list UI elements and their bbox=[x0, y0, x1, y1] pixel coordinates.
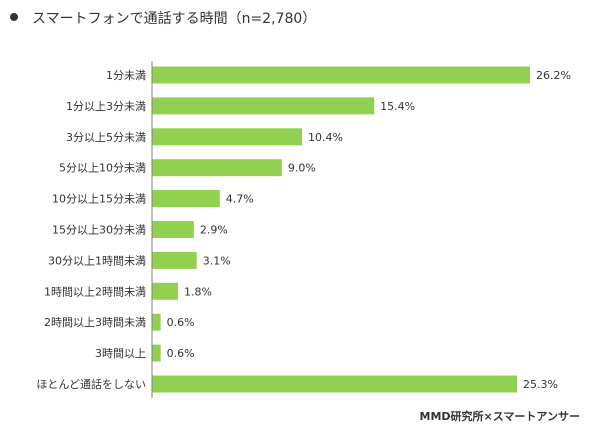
data-label: 2.9% bbox=[200, 224, 228, 237]
bar bbox=[152, 251, 197, 269]
bar bbox=[152, 344, 161, 362]
category-label: 2時間以上3時間未満 bbox=[44, 316, 146, 329]
category-label: 1分未満 bbox=[106, 69, 146, 82]
category-label: 15分以上30分未満 bbox=[52, 224, 146, 237]
data-label: 10.4% bbox=[308, 131, 343, 144]
data-label: 15.4% bbox=[380, 100, 415, 113]
data-label: 4.7% bbox=[226, 193, 254, 206]
category-label: 3時間以上 bbox=[95, 347, 146, 360]
bar bbox=[152, 66, 530, 84]
data-label: 25.3% bbox=[523, 378, 558, 391]
category-label: ほとんど通話をしない bbox=[36, 377, 146, 391]
bar bbox=[152, 221, 194, 238]
bar bbox=[152, 190, 220, 208]
category-label: 5分以上10分未満 bbox=[59, 162, 146, 175]
bar bbox=[152, 375, 518, 393]
category-label: 1時間以上2時間未満 bbox=[44, 285, 146, 298]
data-label: 3.1% bbox=[203, 254, 231, 267]
category-label: 30分以上1時間未満 bbox=[48, 254, 146, 267]
data-label: 0.6% bbox=[167, 316, 195, 329]
data-label: 26.2% bbox=[536, 69, 571, 82]
category-label: 1分以上3分未満 bbox=[66, 100, 146, 113]
data-label: 0.6% bbox=[167, 347, 195, 360]
category-label: 3分以上5分未満 bbox=[66, 131, 146, 144]
bar bbox=[152, 97, 375, 115]
bar bbox=[152, 159, 282, 177]
bullet-icon bbox=[10, 13, 18, 21]
bar bbox=[152, 128, 303, 146]
data-label: 9.0% bbox=[288, 162, 316, 175]
chart-title: スマートフォンで通話する時間（n=2,780） bbox=[10, 10, 316, 28]
data-label: 1.8% bbox=[184, 285, 212, 298]
bar bbox=[152, 282, 178, 300]
chart-title-text: スマートフォンで通話する時間（n=2,780） bbox=[32, 11, 317, 27]
bar bbox=[152, 313, 161, 331]
source-credit: MMD研究所×スマートアンサー bbox=[419, 410, 580, 423]
category-label: 10分以上15分未満 bbox=[52, 193, 146, 206]
